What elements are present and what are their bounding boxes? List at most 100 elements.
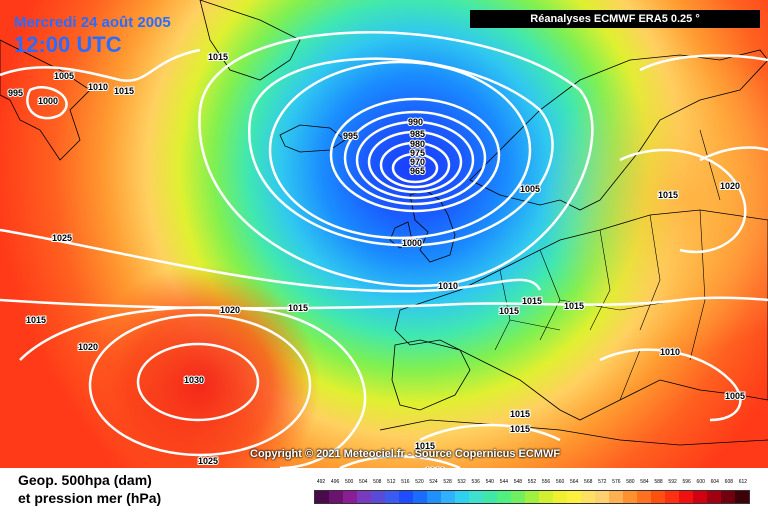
isobar-labels: 1015 995 1005 1000 1010 1015 995 990 985… xyxy=(7,51,746,468)
isobar-980 xyxy=(355,120,475,200)
isobar-1020 xyxy=(19,306,367,468)
scale-value: 552 xyxy=(527,479,537,485)
isobar-label: 1015 xyxy=(564,301,584,311)
isobar-label: 1015 xyxy=(510,424,530,434)
europe-coast xyxy=(394,209,768,421)
scale-value: 492 xyxy=(316,479,326,485)
scale-swatch xyxy=(441,491,455,503)
source-banner: Réanalyses ECMWF ERA5 0.25 ° xyxy=(470,10,760,28)
isobar-label: 1015 xyxy=(208,52,228,62)
scale-swatch xyxy=(735,491,749,503)
iberia-coast xyxy=(379,339,768,446)
isobar-label: 1005 xyxy=(520,184,540,194)
map-date: Mercredi 24 août 2005 xyxy=(14,14,171,31)
scale-swatch xyxy=(427,491,441,503)
color-scale-bar xyxy=(314,490,750,504)
isobar-label: 1020 xyxy=(720,181,740,191)
isobar-label: 1015 xyxy=(499,306,519,316)
scale-value: 564 xyxy=(569,479,579,485)
scale-value: 592 xyxy=(668,479,677,485)
scale-swatch xyxy=(693,491,707,503)
isobar-label: 1025 xyxy=(52,233,72,243)
legend-pressure: et pression mer (hPa) xyxy=(18,490,162,506)
isobar-1025 xyxy=(88,313,312,457)
isobar-1000-greenland xyxy=(26,86,68,120)
scale-value: 576 xyxy=(612,479,621,485)
isobar-label: 995 xyxy=(8,88,23,98)
isobar-label: 1010 xyxy=(660,347,680,357)
scale-value: 524 xyxy=(429,479,438,485)
isobar-970 xyxy=(379,141,451,189)
scale-value: 528 xyxy=(443,479,452,485)
scale-value: 548 xyxy=(513,479,523,485)
scale-swatch xyxy=(511,491,525,503)
isobar-label: 1025 xyxy=(198,456,218,466)
isobar-label: 1005 xyxy=(54,71,74,81)
scale-swatch xyxy=(385,491,399,503)
isobar-label: 1015 xyxy=(114,86,134,96)
scale-value: 608 xyxy=(724,479,734,485)
color-scale-labels: 492 496 500 504 508 512 516 520 524 528 532 536 540 5… xyxy=(314,479,750,488)
scale-swatch xyxy=(637,491,651,503)
scale-swatch xyxy=(315,491,329,503)
isobar-label: 1015 xyxy=(522,296,542,306)
scale-value: 580 xyxy=(626,479,635,485)
isobar-label: 1030 xyxy=(184,375,204,385)
scale-swatch xyxy=(623,491,637,503)
scale-swatch xyxy=(539,491,553,503)
isobar-label: 1015 xyxy=(288,303,308,313)
scale-swatch xyxy=(595,491,609,503)
isobar-label: 1005 xyxy=(725,391,745,401)
scale-swatch xyxy=(497,491,511,503)
scale-swatch xyxy=(665,491,679,503)
copyright-notice: Copyright © 2021 Meteociel.fr - Source C… xyxy=(250,448,561,460)
scale-swatch xyxy=(413,491,427,503)
scale-swatch xyxy=(553,491,567,503)
scale-swatch xyxy=(525,491,539,503)
isobar-1030 xyxy=(136,342,260,422)
isobars xyxy=(0,31,768,468)
isobar-label: 1010 xyxy=(438,281,458,291)
isobar-1015-east xyxy=(619,148,747,254)
scale-swatch xyxy=(371,491,385,503)
isobar-995 xyxy=(268,60,532,240)
weather-map: 1015 995 1005 1000 1010 1015 995 990 985… xyxy=(0,0,768,468)
isobar-label: 985 xyxy=(410,129,425,139)
country-borders xyxy=(494,129,721,401)
scale-value: 540 xyxy=(485,479,494,485)
isobar-label: 965 xyxy=(410,166,425,176)
legend-geopotential: Geop. 500hpa (dam) xyxy=(18,472,152,488)
isobar-975 xyxy=(367,130,463,194)
isobar-985 xyxy=(343,110,487,206)
isobar-label: 1010 xyxy=(88,82,108,92)
isobar-1020-east xyxy=(699,146,768,162)
scale-swatch xyxy=(651,491,665,503)
isobar-label: 1015 xyxy=(26,315,46,325)
isobar-label: 1020 xyxy=(220,305,240,315)
isobar-label: 990 xyxy=(408,117,423,127)
scale-value: 596 xyxy=(682,479,691,485)
scale-swatch xyxy=(357,491,371,503)
map-time: 12:00 UTC xyxy=(14,32,122,57)
scale-value: 500 xyxy=(344,479,354,485)
scale-value: 588 xyxy=(654,479,663,485)
isobar-label: 1015 xyxy=(415,441,435,451)
scale-swatch xyxy=(707,491,721,503)
isobar-1010-north xyxy=(0,48,201,82)
scale-swatch xyxy=(399,491,413,503)
scale-swatch xyxy=(679,491,693,503)
isobar-label: 1010 xyxy=(425,466,445,468)
scale-value: 612 xyxy=(738,479,748,485)
isobar-1010 xyxy=(0,228,542,293)
iceland-coast xyxy=(279,124,346,153)
isobar-label: 1000 xyxy=(38,96,58,106)
isobar-label: 995 xyxy=(343,131,358,141)
isobar-990 xyxy=(329,97,501,213)
scale-value: 520 xyxy=(415,479,424,485)
isobar-1000 xyxy=(248,57,554,247)
isobar-1010-south xyxy=(599,348,742,422)
isobar-label: 1015 xyxy=(510,409,530,419)
isobar-label: 1020 xyxy=(78,342,98,352)
isobar-965 xyxy=(391,152,439,184)
map-canvas: 1015 995 1005 1000 1010 1015 995 990 985… xyxy=(0,0,768,468)
